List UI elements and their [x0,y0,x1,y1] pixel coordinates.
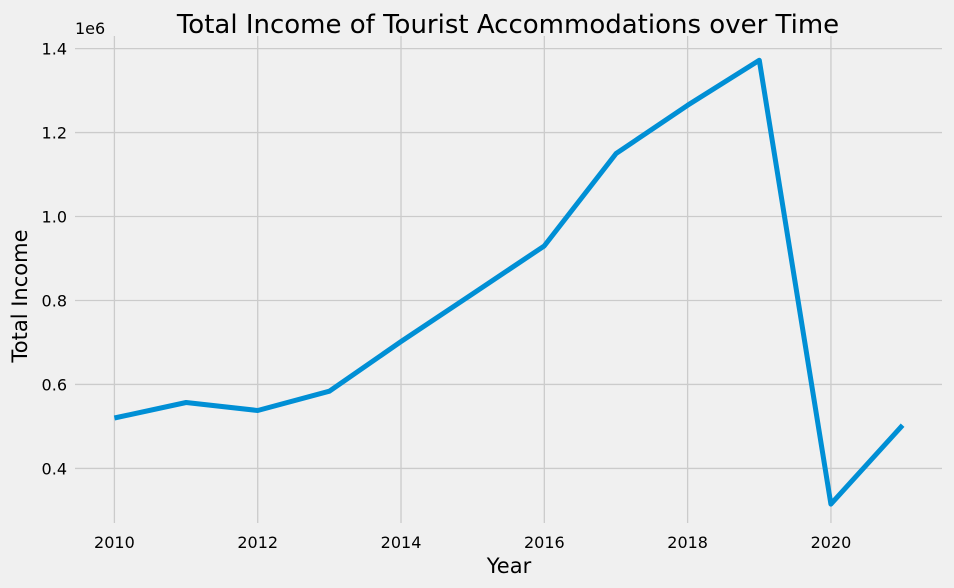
x-tick-label: 2016 [524,533,565,552]
y-tick-label: 1.4 [42,40,67,59]
x-tick-label: 2014 [381,533,422,552]
y-offset-label: 1e6 [75,19,105,38]
grid [75,36,942,523]
tick-labels: 2010 2012 2014 2016 2018 2020 0.4 0.6 0.8 1.0 1.2 1… [42,40,852,552]
y-axis-label: Total Income [8,230,32,364]
y-tick-label: 0.4 [42,459,67,478]
y-tick-label: 0.6 [42,375,67,394]
series-line [113,57,905,507]
series-layer [113,57,905,507]
x-tick-label: 2012 [237,533,278,552]
y-tick-label: 1.2 [42,124,67,143]
x-tick-label: 2010 [94,533,135,552]
y-tick-label: 0.8 [42,291,67,310]
x-tick-label: 2018 [667,533,708,552]
chart-title: Total Income of Tourist Accommodations o… [176,10,839,40]
x-tick-label: 2020 [811,533,852,552]
x-axis-label: Year [486,554,532,578]
y-tick-label: 1.0 [42,208,67,227]
